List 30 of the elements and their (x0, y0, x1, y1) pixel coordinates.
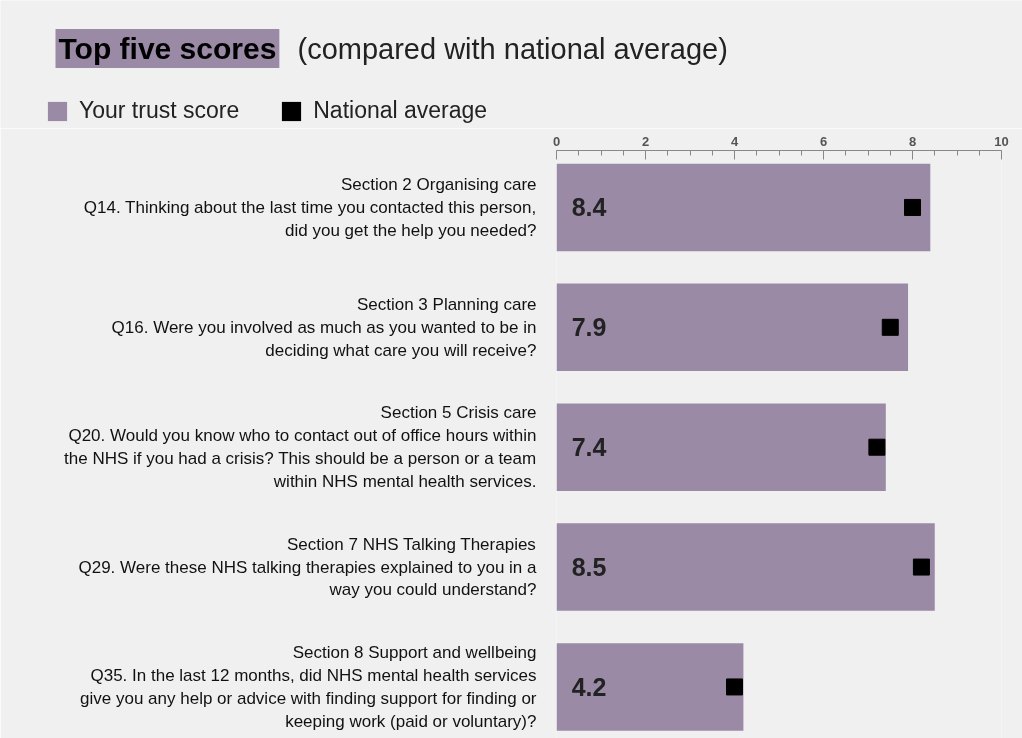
data-label: 4.2 (571, 672, 607, 701)
point (904, 198, 921, 216)
legend-label: National average (313, 97, 488, 124)
bar (556, 283, 909, 372)
text: Top five scores (58, 32, 277, 65)
x-tick-label: 6 (819, 133, 828, 149)
legend-label: Your trust score (79, 97, 240, 124)
y-tick-label: Section 2 Organising care Q14. Thinking about the last time you contacted this person, did you get the help you needed? (83, 175, 537, 240)
y-tick-label: Section 5 Crisis care Q20. Would you know who to contact out of office hours within the NHS if you had a crisis? This should be a person or a team within NHS mental health services. (64, 403, 537, 491)
data-label: 7.9 (571, 313, 607, 342)
x-tick-label: 2 (641, 133, 650, 149)
point (912, 558, 930, 576)
point (881, 318, 899, 336)
bar (556, 523, 935, 611)
x-tick-label: 0 (552, 133, 561, 149)
data-label: 7.4 (571, 433, 607, 462)
y-tick-label: Section 7 NHS Talking Therapies Q29. Were these NHS talking therapies explained to you in a way you could understand? (78, 534, 538, 600)
data-label: 8.4 (571, 193, 607, 222)
bar (556, 403, 886, 491)
point (726, 678, 743, 696)
y-tick-label: Section 8 Support and wellbeing Q35. In the last 12 months, did NHS mental health services give you any help or advice with finding support for finding or keeping work (paid or voluntary)? (80, 643, 537, 731)
data-label: 8.5 (571, 553, 607, 582)
point (868, 438, 886, 456)
x-tick-label: 8 (908, 133, 917, 149)
x-tick-label: 4 (730, 133, 739, 149)
chart-subtitle: (compared with national average) (297, 32, 728, 65)
bar (556, 643, 744, 731)
bar (556, 163, 931, 252)
x-tick-label: 10 (994, 133, 1009, 149)
y-tick-label: Section 3 Planning care Q16. Were you involved as much as you wanted to be in deciding what care you will receive? (111, 295, 537, 360)
